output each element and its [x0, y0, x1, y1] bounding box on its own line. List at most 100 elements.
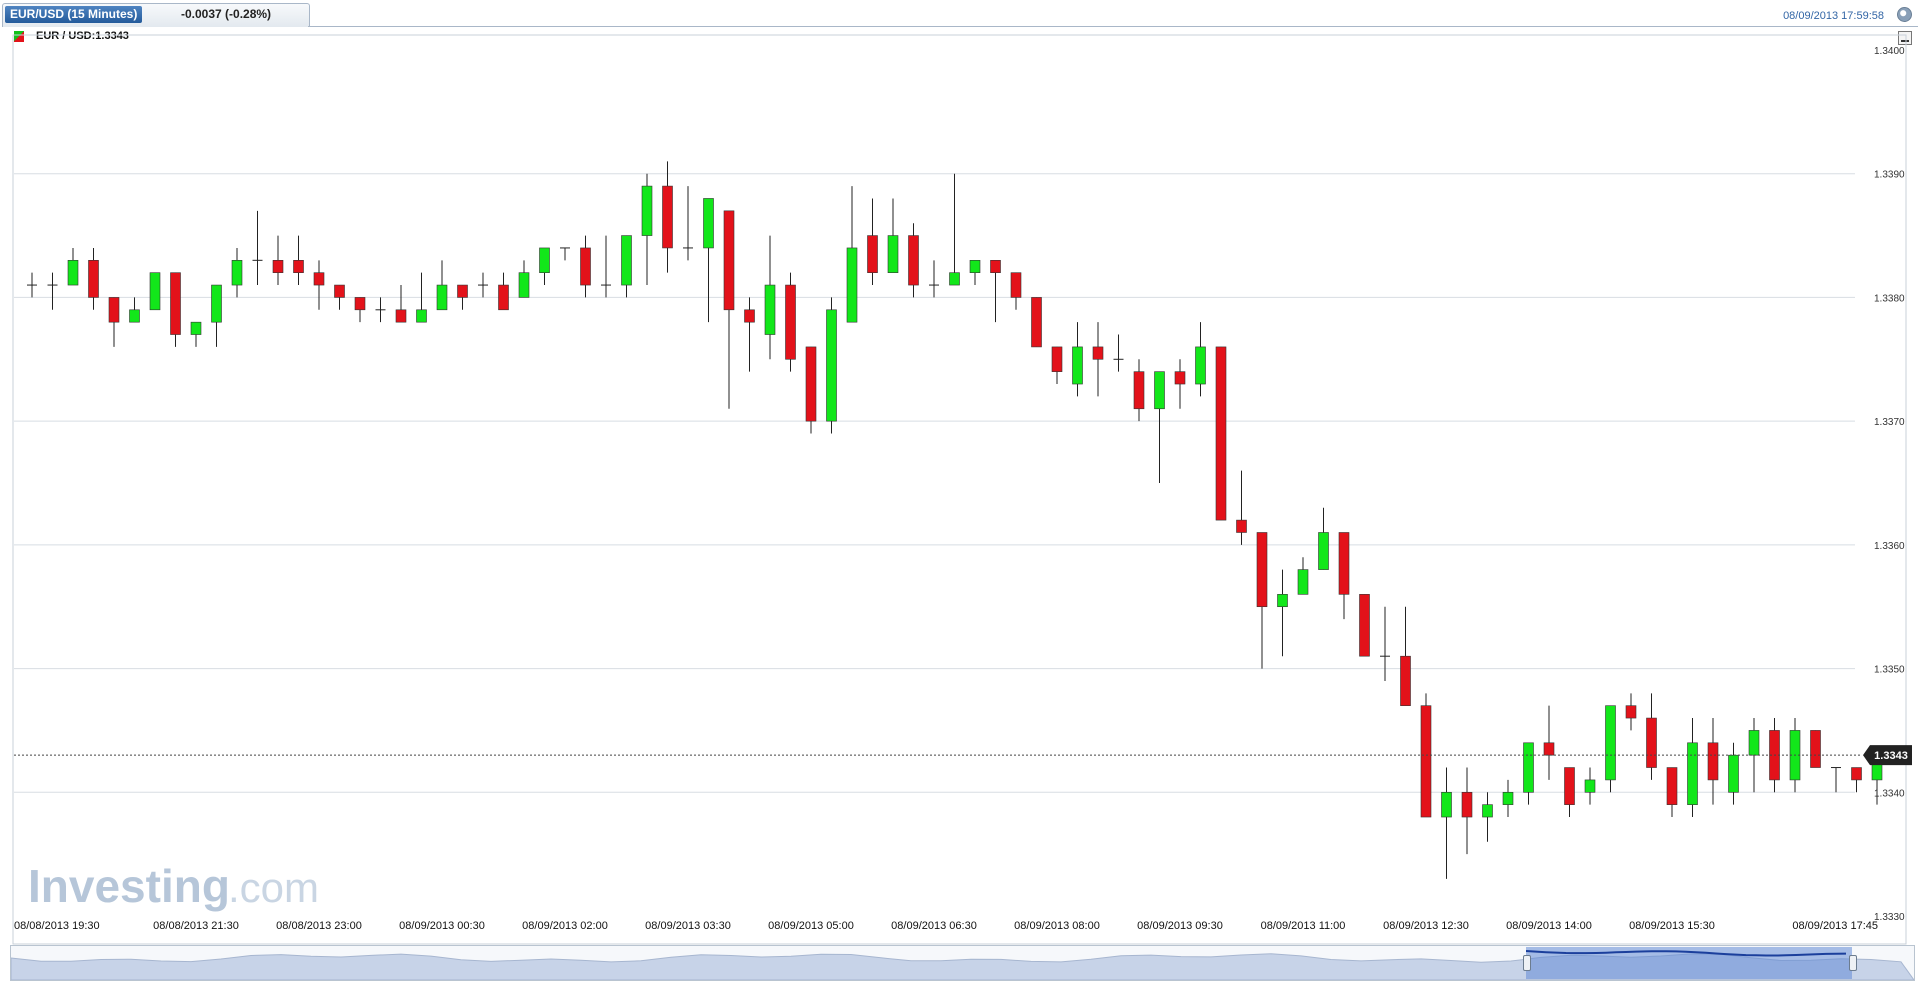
candle[interactable]: [1584, 767, 1596, 805]
candle[interactable]: [334, 284, 345, 310]
candle[interactable]: [395, 285, 407, 323]
candle[interactable]: [1154, 371, 1165, 483]
candle[interactable]: [129, 297, 140, 323]
candle[interactable]: [1236, 470, 1247, 545]
candle[interactable]: [846, 186, 858, 323]
candle[interactable]: [1031, 297, 1042, 348]
candle[interactable]: [908, 223, 919, 298]
navigator-left-handle[interactable]: [1523, 955, 1531, 971]
candle[interactable]: [170, 272, 181, 347]
candle[interactable]: [518, 260, 530, 298]
candle[interactable]: [1113, 334, 1124, 372]
candle[interactable]: [1482, 792, 1493, 842]
candle[interactable]: [949, 173, 960, 286]
candle[interactable]: [539, 247, 550, 286]
candle[interactable]: [1380, 606, 1390, 681]
candle[interactable]: [67, 247, 79, 286]
candle[interactable]: [108, 297, 120, 347]
candle[interactable]: [1256, 532, 1268, 669]
candle[interactable]: [785, 272, 796, 372]
candle[interactable]: [1133, 359, 1145, 422]
candle[interactable]: [1851, 767, 1862, 793]
candle[interactable]: [149, 272, 161, 311]
y-tick-label: 1.3350: [1874, 665, 1905, 676]
candle[interactable]: [1441, 767, 1452, 879]
candle[interactable]: [375, 297, 386, 323]
candle[interactable]: [1051, 346, 1063, 385]
candle[interactable]: [723, 210, 735, 409]
candle[interactable]: [1707, 718, 1719, 805]
candle-body-up: [1072, 346, 1083, 385]
candle[interactable]: [1297, 557, 1309, 595]
candle[interactable]: [969, 260, 981, 286]
candle[interactable]: [1277, 569, 1288, 657]
candle[interactable]: [1564, 767, 1575, 818]
candle[interactable]: [1831, 767, 1841, 793]
candle[interactable]: [436, 260, 448, 311]
candle[interactable]: [641, 173, 653, 286]
candle[interactable]: [1092, 322, 1104, 397]
candle[interactable]: [88, 247, 99, 310]
candle[interactable]: [683, 186, 693, 261]
symbol-tab[interactable]: EUR/USD (15 Minutes) -0.0037 (-0.28%): [2, 3, 310, 27]
candle[interactable]: [1338, 532, 1350, 620]
candle[interactable]: [703, 198, 714, 323]
candle[interactable]: [867, 198, 878, 286]
candle[interactable]: [805, 346, 817, 434]
candle[interactable]: [313, 260, 325, 310]
candle[interactable]: [47, 272, 58, 310]
candle[interactable]: [1625, 693, 1637, 731]
candle[interactable]: [211, 284, 222, 347]
candle[interactable]: [1728, 742, 1739, 805]
candle[interactable]: [27, 272, 37, 298]
candle-body-up: [1728, 754, 1739, 793]
candle[interactable]: [826, 297, 837, 434]
candle[interactable]: [764, 235, 776, 360]
candle[interactable]: [1605, 705, 1616, 793]
candle-body-down: [354, 297, 366, 311]
candle[interactable]: [990, 260, 1001, 323]
candle[interactable]: [1666, 767, 1678, 818]
symbol-tab-label[interactable]: EUR/USD (15 Minutes): [5, 6, 143, 23]
candle[interactable]: [231, 247, 243, 298]
candle[interactable]: [1461, 767, 1473, 855]
candle[interactable]: [560, 247, 570, 261]
candle[interactable]: [1687, 718, 1698, 818]
candle[interactable]: [744, 297, 755, 372]
time-navigator[interactable]: [10, 945, 1915, 981]
candle[interactable]: [1359, 594, 1370, 657]
candle[interactable]: [1523, 742, 1534, 805]
candle[interactable]: [478, 272, 488, 298]
candle[interactable]: [662, 161, 673, 273]
candle[interactable]: [190, 321, 202, 347]
candle[interactable]: [1318, 507, 1329, 570]
candle[interactable]: [1195, 322, 1206, 397]
candle[interactable]: [416, 272, 427, 323]
candle[interactable]: [1810, 730, 1821, 768]
candle[interactable]: [498, 272, 509, 311]
candle-body-up: [1523, 742, 1534, 793]
last-update-timestamp: 08/09/2013 17:59:58: [1783, 10, 1884, 22]
navigator-selection[interactable]: [1526, 947, 1852, 979]
candle[interactable]: [293, 235, 304, 286]
candle[interactable]: [1072, 322, 1083, 397]
candle[interactable]: [354, 297, 366, 323]
candle[interactable]: [272, 235, 284, 286]
candle[interactable]: [601, 235, 611, 298]
candle[interactable]: [929, 260, 939, 298]
candle[interactable]: [1010, 272, 1022, 310]
candle[interactable]: [1502, 779, 1514, 818]
candle[interactable]: [252, 210, 263, 286]
candle[interactable]: [1174, 359, 1186, 409]
candle[interactable]: [580, 235, 591, 298]
candle[interactable]: [621, 235, 632, 298]
candle[interactable]: [1646, 693, 1657, 780]
candle[interactable]: [1400, 606, 1411, 706]
candle[interactable]: [457, 284, 468, 310]
clock-icon[interactable]: [1897, 7, 1912, 22]
candle[interactable]: [1543, 705, 1555, 780]
candle[interactable]: [887, 198, 899, 273]
navigator-right-handle[interactable]: [1849, 955, 1857, 971]
candle[interactable]: [1215, 346, 1227, 521]
